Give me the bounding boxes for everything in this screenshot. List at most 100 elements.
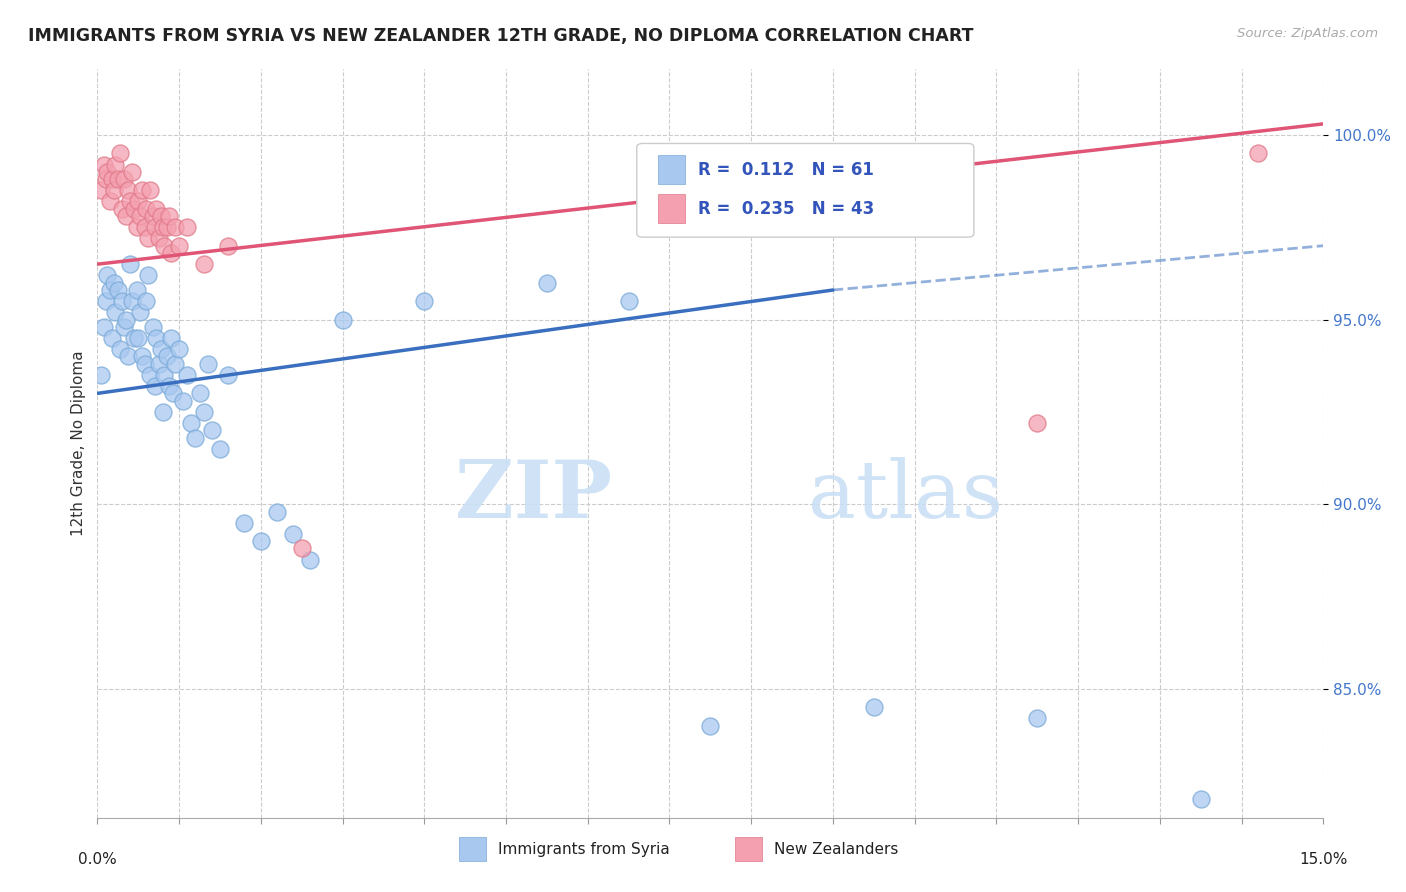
Point: [107, 283, 129, 297]
Point: [180, 416, 202, 430]
Point: [94, 172, 117, 186]
Point: [135, 294, 157, 309]
Point: [699, 718, 721, 732]
Point: [184, 431, 207, 445]
Point: [134, 220, 156, 235]
Point: [167, 238, 190, 252]
Point: [150, 209, 173, 223]
Point: [145, 331, 167, 345]
Point: [93, 157, 115, 171]
Point: [163, 220, 186, 235]
Point: [117, 350, 139, 364]
Text: Source: ZipAtlas.com: Source: ZipAtlas.com: [1237, 27, 1378, 40]
Point: [122, 331, 145, 345]
Point: [143, 220, 166, 235]
Point: [188, 386, 211, 401]
Point: [157, 379, 180, 393]
Point: [197, 357, 219, 371]
Point: [332, 312, 354, 326]
Point: [122, 202, 145, 216]
Point: [93, 320, 115, 334]
Point: [110, 146, 132, 161]
Point: [150, 342, 173, 356]
Point: [103, 276, 125, 290]
Point: [1026, 416, 1049, 430]
Point: [152, 220, 174, 235]
Point: [160, 246, 183, 260]
Point: [131, 350, 153, 364]
Point: [98, 194, 121, 209]
Point: [176, 368, 198, 382]
Point: [298, 552, 321, 566]
Point: [134, 357, 156, 371]
Point: [160, 331, 183, 345]
Point: [145, 202, 167, 216]
Point: [118, 257, 141, 271]
Point: [617, 294, 640, 309]
Point: [110, 342, 132, 356]
Point: [112, 320, 135, 334]
Point: [862, 700, 884, 714]
Point: [96, 268, 118, 283]
Point: [111, 202, 134, 216]
Point: [127, 194, 149, 209]
Point: [163, 357, 186, 371]
Point: [249, 534, 271, 549]
Point: [172, 393, 194, 408]
Point: [176, 220, 198, 235]
Point: [143, 379, 166, 393]
Point: [125, 283, 148, 297]
Point: [112, 172, 135, 186]
Point: [283, 526, 305, 541]
Text: IMMIGRANTS FROM SYRIA VS NEW ZEALANDER 12TH GRADE, NO DIPLOMA CORRELATION CHART: IMMIGRANTS FROM SYRIA VS NEW ZEALANDER 1…: [28, 27, 973, 45]
Text: New Zealanders: New Zealanders: [775, 842, 898, 857]
Point: [115, 312, 138, 326]
Text: R =  0.235   N = 43: R = 0.235 N = 43: [697, 200, 875, 218]
Y-axis label: 12th Grade, No Diploma: 12th Grade, No Diploma: [72, 351, 86, 536]
FancyBboxPatch shape: [735, 838, 762, 862]
Point: [167, 342, 190, 356]
Point: [536, 276, 558, 290]
Point: [233, 516, 256, 530]
Point: [162, 386, 184, 401]
Point: [121, 165, 143, 179]
Point: [142, 320, 165, 334]
Point: [157, 209, 180, 223]
Text: 15.0%: 15.0%: [1299, 852, 1347, 867]
Point: [266, 504, 288, 518]
Point: [128, 209, 150, 223]
Point: [96, 165, 118, 179]
Point: [193, 257, 215, 271]
Point: [208, 442, 231, 456]
Point: [1026, 711, 1049, 725]
Point: [104, 305, 127, 319]
Point: [139, 183, 162, 197]
Point: [142, 209, 165, 223]
FancyBboxPatch shape: [458, 838, 486, 862]
Point: [217, 368, 239, 382]
Point: [94, 294, 117, 309]
Point: [125, 220, 148, 235]
Point: [136, 231, 159, 245]
Point: [148, 231, 170, 245]
Point: [217, 238, 239, 252]
Point: [121, 294, 143, 309]
Point: [101, 172, 124, 186]
Point: [1189, 792, 1212, 806]
Point: [413, 294, 436, 309]
Point: [117, 183, 139, 197]
Point: [193, 405, 215, 419]
Point: [127, 331, 149, 345]
Point: [107, 172, 129, 186]
Point: [115, 209, 138, 223]
FancyBboxPatch shape: [658, 155, 685, 184]
Text: 0.0%: 0.0%: [77, 852, 117, 867]
Point: [291, 541, 314, 556]
Text: ZIP: ZIP: [456, 457, 612, 534]
Text: R =  0.112   N = 61: R = 0.112 N = 61: [697, 161, 875, 178]
Point: [101, 331, 124, 345]
Point: [1247, 146, 1270, 161]
Point: [90, 183, 112, 197]
Point: [153, 238, 176, 252]
Point: [156, 220, 179, 235]
